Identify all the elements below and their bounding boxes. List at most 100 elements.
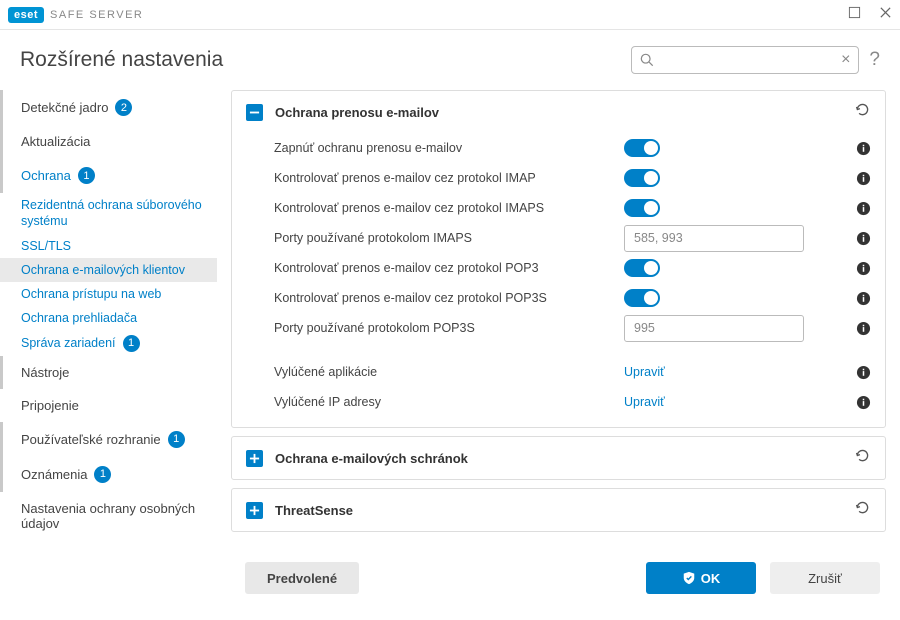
panel-threatsense: ThreatSense <box>231 488 886 532</box>
row-label: Zapnúť ochranu prenosu e-mailov <box>274 141 624 155</box>
input-imaps-ports[interactable] <box>624 225 804 252</box>
sidebar-item-email[interactable]: Ochrana e-mailových klientov <box>0 258 217 282</box>
content: Ochrana prenosu e-mailov Zapnúť ochranu … <box>225 30 900 620</box>
row-label: Vylúčené aplikácie <box>274 365 624 379</box>
sidebar-item-label: Používateľské rozhranie <box>21 432 161 447</box>
toggle-imap[interactable] <box>624 169 660 187</box>
row-enable: Zapnúť ochranu prenosu e-mailov <box>274 133 871 163</box>
row-label: Kontrolovať prenos e-mailov cez protokol… <box>274 201 624 215</box>
sidebar-item-label: Správa zariadení <box>21 335 116 351</box>
sidebar-item-label: Detekčné jadro <box>21 100 108 115</box>
revert-icon[interactable] <box>854 499 871 521</box>
badge: 1 <box>94 466 111 483</box>
panel-title: Ochrana prenosu e-mailov <box>275 105 439 120</box>
sidebar-item-notifications[interactable]: Oznámenia 1 <box>0 457 217 492</box>
sidebar-item-tools[interactable]: Nástroje <box>0 356 217 389</box>
info-icon[interactable] <box>856 171 871 186</box>
row-label: Kontrolovať prenos e-mailov cez protokol… <box>274 261 624 275</box>
panel-title: ThreatSense <box>275 503 353 518</box>
search-input[interactable]: × <box>631 46 859 74</box>
info-icon[interactable] <box>856 261 871 276</box>
panel-header[interactable]: ThreatSense <box>232 489 885 531</box>
panel-mailbox: Ochrana e-mailových schránok <box>231 436 886 480</box>
sidebar-item-browser[interactable]: Ochrana prehliadača <box>0 306 217 330</box>
expand-icon[interactable] <box>246 450 263 467</box>
panel-title: Ochrana e-mailových schránok <box>275 451 468 466</box>
ok-label: OK <box>701 571 721 586</box>
row-pop3s: Kontrolovať prenos e-mailov cez protokol… <box>274 283 871 313</box>
badge: 1 <box>123 335 140 352</box>
window-maximize-icon[interactable] <box>848 6 861 23</box>
info-icon[interactable] <box>856 291 871 306</box>
sidebar-item-label: Ochrana e-mailových klientov <box>21 262 185 278</box>
row-label: Kontrolovať prenos e-mailov cez protokol… <box>274 291 624 305</box>
sidebar-item-label: Ochrana prehliadača <box>21 310 137 326</box>
sidebar-item-label: Ochrana <box>21 168 71 183</box>
row-label: Porty používané protokolom POP3S <box>274 321 624 335</box>
logo-badge: eset <box>8 7 44 23</box>
panel-header[interactable]: Ochrana prenosu e-mailov <box>232 91 885 133</box>
sidebar-item-label: Nástroje <box>21 365 69 380</box>
row-label: Porty používané protokolom IMAPS <box>274 231 624 245</box>
collapse-icon[interactable] <box>246 104 263 121</box>
sidebar-item-label: SSL/TLS <box>21 238 71 254</box>
titlebar: eset SAFE SERVER <box>0 0 900 30</box>
panel-header[interactable]: Ochrana e-mailových schránok <box>232 437 885 479</box>
revert-icon[interactable] <box>854 101 871 123</box>
toggle-enable[interactable] <box>624 139 660 157</box>
sidebar-item-ui[interactable]: Používateľské rozhranie 1 <box>0 422 217 457</box>
edit-link[interactable]: Upraviť <box>624 365 665 379</box>
ok-button[interactable]: OK <box>646 562 756 594</box>
sidebar-item-update[interactable]: Aktualizácia <box>0 125 217 158</box>
sidebar-item-privacy[interactable]: Nastavenia ochrany osobných údajov <box>0 492 217 540</box>
row-imaps: Kontrolovať prenos e-mailov cez protokol… <box>274 193 871 223</box>
cancel-button[interactable]: Zrušiť <box>770 562 880 594</box>
input-pop3s-ports[interactable] <box>624 315 804 342</box>
footer: Predvolené OK Zrušiť <box>231 554 886 606</box>
panel-transport: Ochrana prenosu e-mailov Zapnúť ochranu … <box>231 90 886 428</box>
info-icon[interactable] <box>856 365 871 380</box>
sidebar-item-label: Aktualizácia <box>21 134 90 149</box>
info-icon[interactable] <box>856 141 871 156</box>
sidebar-item-label: Nastavenia ochrany osobných údajov <box>21 501 209 531</box>
row-label: Kontrolovať prenos e-mailov cez protokol… <box>274 171 624 185</box>
row-pop3s-ports: Porty používané protokolom POP3S <box>274 313 871 343</box>
sidebar-item-device[interactable]: Správa zariadení 1 <box>0 331 217 356</box>
badge: 2 <box>115 99 132 116</box>
info-icon[interactable] <box>856 201 871 216</box>
search-icon <box>640 53 654 67</box>
product-name: SAFE SERVER <box>50 9 143 21</box>
badge: 1 <box>168 431 185 448</box>
row-excluded-apps: Vylúčené aplikácie Upraviť <box>274 357 871 387</box>
sidebar-item-protection[interactable]: Ochrana 1 <box>0 158 217 193</box>
info-icon[interactable] <box>856 395 871 410</box>
sidebar-item-connection[interactable]: Pripojenie <box>0 389 217 422</box>
toggle-imaps[interactable] <box>624 199 660 217</box>
help-icon[interactable]: ? <box>869 49 880 71</box>
expand-icon[interactable] <box>246 502 263 519</box>
sidebar-item-label: Oznámenia <box>21 467 87 482</box>
sidebar-item-realtime[interactable]: Rezidentná ochrana súborového systému <box>0 193 217 234</box>
page-title: Rozšírené nastavenia <box>20 48 223 72</box>
row-label: Vylúčené IP adresy <box>274 395 624 409</box>
sidebar-item-detection[interactable]: Detekčné jadro 2 <box>0 90 217 125</box>
app-logo: eset SAFE SERVER <box>8 7 143 23</box>
window-close-icon[interactable] <box>879 6 892 23</box>
sidebar-item-label: Rezidentná ochrana súborového systému <box>21 197 209 230</box>
row-excluded-ips: Vylúčené IP adresy Upraviť <box>274 387 871 417</box>
toggle-pop3[interactable] <box>624 259 660 277</box>
toggle-pop3s[interactable] <box>624 289 660 307</box>
edit-link[interactable]: Upraviť <box>624 395 665 409</box>
row-imaps-ports: Porty používané protokolom IMAPS <box>274 223 871 253</box>
shield-icon <box>682 571 696 585</box>
sidebar-item-label: Pripojenie <box>21 398 79 413</box>
sidebar-item-ssl[interactable]: SSL/TLS <box>0 234 217 258</box>
badge: 1 <box>78 167 95 184</box>
revert-icon[interactable] <box>854 447 871 469</box>
default-button[interactable]: Predvolené <box>245 562 359 594</box>
header: Rozšírené nastavenia × ? <box>20 40 880 80</box>
info-icon[interactable] <box>856 231 871 246</box>
clear-search-icon[interactable]: × <box>841 51 850 69</box>
sidebar-item-web[interactable]: Ochrana prístupu na web <box>0 282 217 306</box>
info-icon[interactable] <box>856 321 871 336</box>
